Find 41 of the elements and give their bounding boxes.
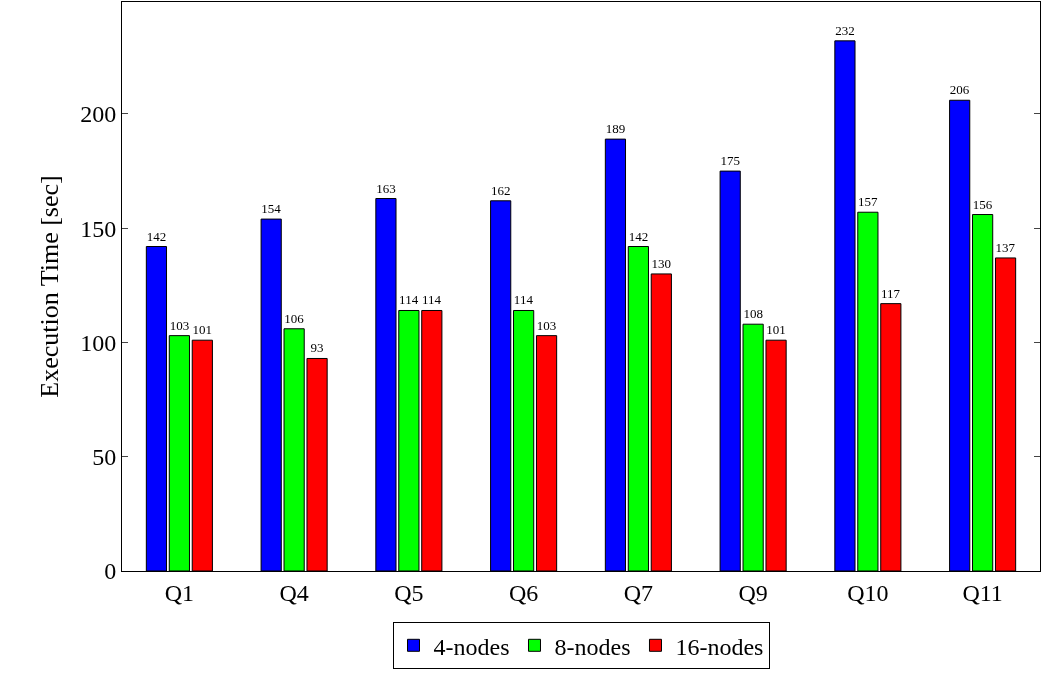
data-label: 154 (261, 201, 282, 217)
x-tick-label: Q1 (164, 579, 195, 606)
data-label: 101 (192, 322, 213, 338)
data-label: 175 (720, 153, 740, 169)
x-tick-label: Q10 (847, 579, 889, 606)
data-label: 93 (310, 340, 324, 356)
data-label: 108 (743, 306, 763, 322)
data-label: 130 (651, 255, 672, 271)
data-label: 162 (490, 182, 511, 198)
legend-label: 8-nodes (554, 633, 631, 660)
legend-label: 4-nodes (433, 633, 510, 660)
data-label: 114 (513, 292, 534, 308)
data-label: 232 (835, 22, 855, 38)
data-label: 137 (995, 239, 1016, 255)
y-tick-label: 150 (80, 215, 117, 242)
legend-label: 16-nodes (675, 633, 764, 660)
data-label: 156 (972, 196, 993, 212)
data-label: 103 (536, 317, 557, 333)
x-tick-label: Q11 (962, 579, 1003, 606)
y-tick-label: 0 (104, 558, 117, 585)
data-label: 206 (949, 82, 970, 98)
data-label: 142 (628, 228, 649, 244)
data-label: 101 (766, 322, 786, 338)
y-axis-title: Execution Time [sec] (34, 175, 64, 398)
x-tick-label: Q6 (508, 579, 539, 606)
data-label: 157 (857, 194, 878, 210)
data-label: 106 (284, 310, 305, 326)
data-label: 114 (399, 292, 419, 308)
x-tick-label: Q4 (279, 579, 309, 606)
y-tick-label: 50 (92, 444, 117, 471)
data-label: 103 (169, 317, 190, 333)
y-tick-label: 100 (80, 329, 117, 356)
data-label: 117 (881, 285, 901, 301)
data-label: 114 (422, 292, 442, 308)
data-label: 163 (376, 180, 396, 196)
data-label: 189 (605, 121, 626, 137)
x-tick-label: Q9 (738, 579, 768, 606)
x-tick-label: Q5 (394, 579, 424, 606)
data-label: 142 (146, 228, 167, 244)
y-tick-label: 200 (80, 101, 117, 128)
x-tick-label: Q7 (623, 579, 654, 606)
